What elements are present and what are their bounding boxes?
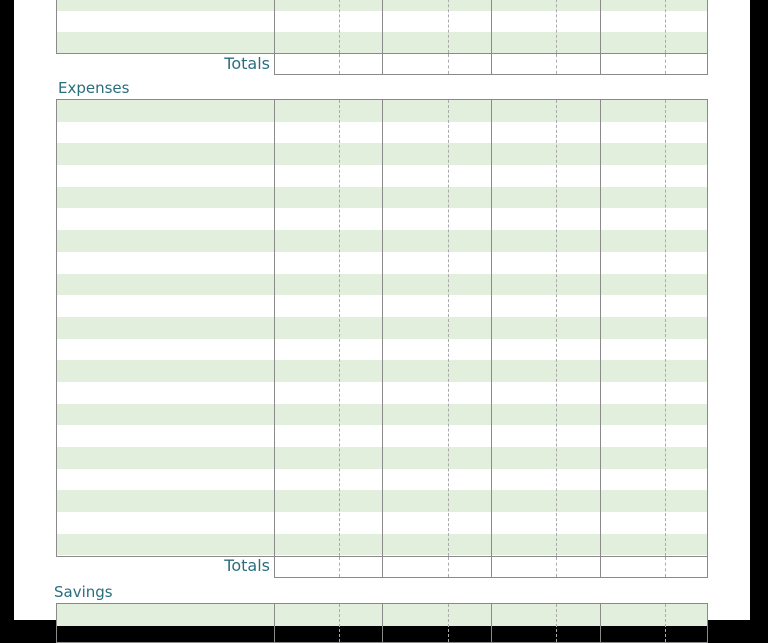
column-divider xyxy=(448,604,449,642)
column-divider xyxy=(274,100,275,556)
expenses-totals-row[interactable] xyxy=(274,556,708,578)
column-divider xyxy=(600,557,601,577)
column-divider xyxy=(448,0,449,53)
column-divider xyxy=(382,0,383,53)
column-divider xyxy=(556,0,557,53)
column-divider xyxy=(274,0,275,53)
column-divider xyxy=(600,100,601,556)
column-divider xyxy=(665,100,666,556)
column-divider xyxy=(274,557,275,577)
column-divider xyxy=(382,54,383,74)
income-totals-label: Totals xyxy=(224,54,270,73)
expenses-totals-label: Totals xyxy=(224,556,270,575)
expenses-heading: Expenses xyxy=(58,79,130,97)
column-divider xyxy=(665,557,666,577)
column-divider xyxy=(491,54,492,74)
column-divider xyxy=(448,557,449,577)
column-divider xyxy=(491,604,492,642)
savings-table xyxy=(56,603,708,643)
column-divider xyxy=(274,604,275,642)
column-divider xyxy=(665,604,666,642)
column-divider xyxy=(339,557,340,577)
column-divider xyxy=(665,54,666,74)
column-divider xyxy=(382,100,383,556)
savings-heading: Savings xyxy=(54,583,113,601)
column-divider xyxy=(556,557,557,577)
column-divider xyxy=(382,604,383,642)
income-totals-row[interactable] xyxy=(274,53,708,75)
column-divider xyxy=(382,557,383,577)
column-divider xyxy=(600,0,601,53)
column-divider xyxy=(339,100,340,556)
expenses-table xyxy=(56,99,708,557)
column-divider xyxy=(448,54,449,74)
column-divider xyxy=(491,100,492,556)
column-divider xyxy=(600,54,601,74)
column-divider xyxy=(339,54,340,74)
column-divider xyxy=(556,54,557,74)
column-divider xyxy=(665,0,666,53)
column-divider xyxy=(491,557,492,577)
column-divider xyxy=(448,100,449,556)
column-divider xyxy=(274,54,275,74)
column-divider xyxy=(600,604,601,642)
column-divider xyxy=(556,100,557,556)
column-divider xyxy=(339,0,340,53)
column-divider xyxy=(339,604,340,642)
column-divider xyxy=(491,0,492,53)
income-table xyxy=(56,0,708,54)
column-divider xyxy=(556,604,557,642)
